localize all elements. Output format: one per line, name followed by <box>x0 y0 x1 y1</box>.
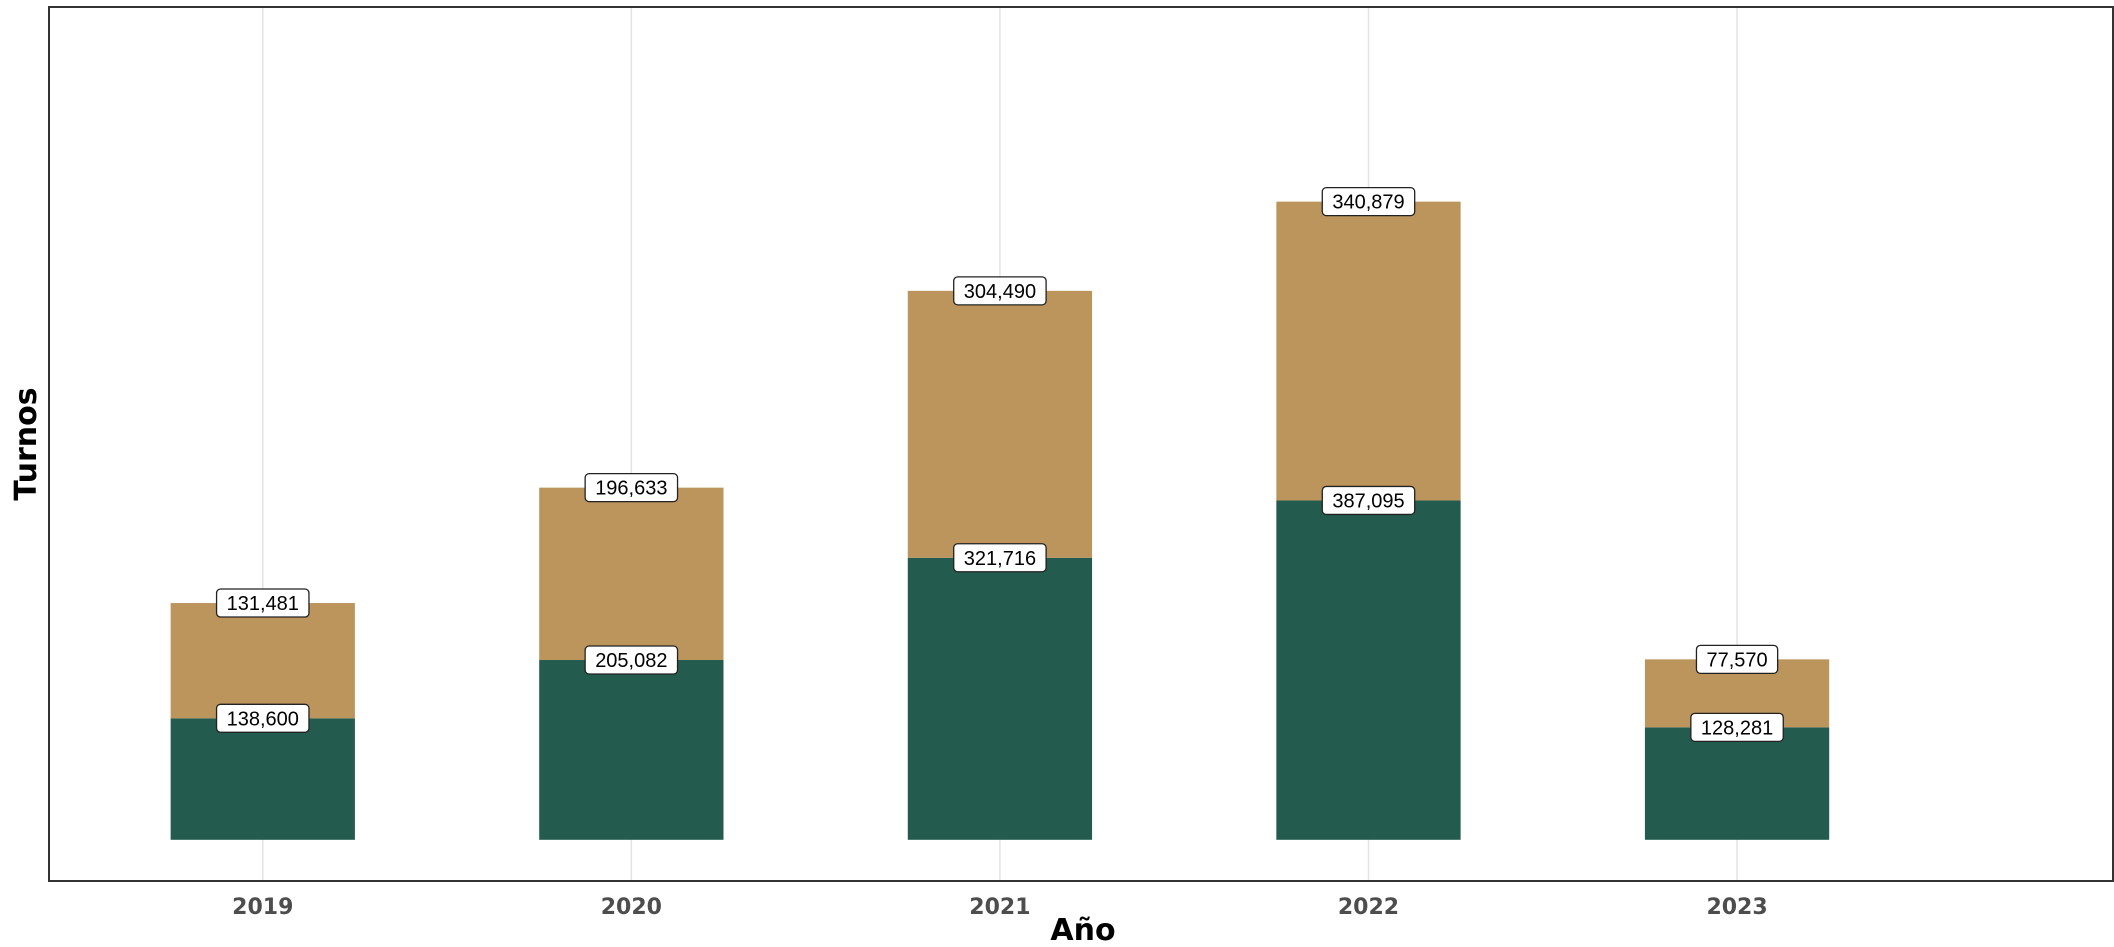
data-label-2020-1: 196,633 <box>595 478 667 500</box>
data-label-box-2021-1 <box>953 276 1047 306</box>
data-label-2019-0: 138,600 <box>227 708 299 730</box>
data-label-box-2022-0 <box>1321 485 1416 516</box>
bar-segment-2019-1 <box>170 603 355 719</box>
bar-segment-2021-0 <box>907 557 1093 840</box>
data-label-box-2021-0 <box>953 543 1047 573</box>
y-axis-title: Turnos <box>9 387 44 500</box>
x-tick-label-2020: 2020 <box>601 895 662 920</box>
data-label-box-2023-1 <box>1695 644 1779 674</box>
bar-segment-2019-0 <box>170 718 355 840</box>
bar-segment-2022-1 <box>1276 201 1461 501</box>
bar-segment-2022-0 <box>1276 500 1461 840</box>
bar-segment-2021-1 <box>907 290 1093 558</box>
data-label-box-2020-0 <box>584 645 679 675</box>
data-label-box-2022-1 <box>1321 186 1416 217</box>
data-label-box-2019-0 <box>215 703 310 733</box>
data-label-box-2023-0 <box>1690 712 1784 742</box>
data-label-2023-0: 128,281 <box>1701 717 1773 739</box>
data-label-2022-0: 387,095 <box>1332 490 1404 512</box>
data-label-2023-1: 77,570 <box>1706 649 1767 671</box>
x-axis-ticks: 2019 2020 2021 2022 2023 <box>232 895 1768 920</box>
data-label-2021-0: 321,716 <box>964 548 1036 570</box>
data-label-2022-1: 340,879 <box>1332 192 1404 214</box>
x-tick-label-2021: 2021 <box>969 895 1030 920</box>
bar-segment-2020-1 <box>539 487 724 661</box>
data-label-box-2019-1 <box>215 588 310 618</box>
data-label-2019-1: 131,481 <box>227 593 299 615</box>
bar-segment-2023-0 <box>1644 727 1830 840</box>
bars <box>170 201 1830 840</box>
data-labels: 138,600 131,481 205,082 196,633 321,716 304,4… <box>215 186 1784 742</box>
x-axis-title: Año <box>1050 913 1115 947</box>
data-label-box-2020-1 <box>584 472 679 503</box>
bar-segment-2020-0 <box>539 660 724 840</box>
x-tick-label-2023: 2023 <box>1706 895 1767 920</box>
x-tick-label-2022: 2022 <box>1338 895 1399 920</box>
plot-frame <box>48 6 2114 882</box>
data-label-2020-0: 205,082 <box>595 650 667 672</box>
data-label-2021-1: 304,490 <box>964 281 1036 303</box>
x-tick-label-2019: 2019 <box>232 895 293 920</box>
